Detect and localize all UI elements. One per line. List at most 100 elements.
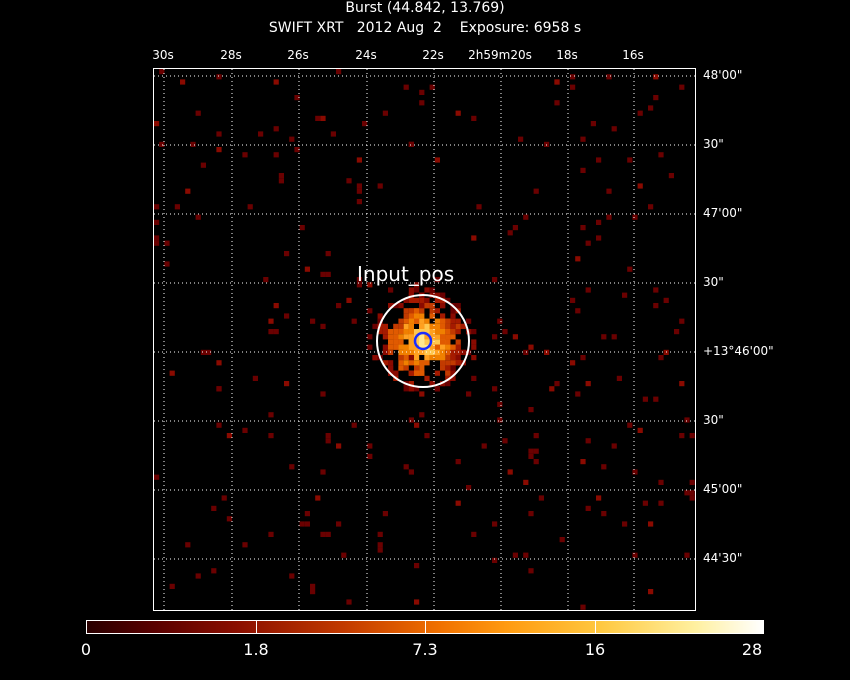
- source-pixel: [424, 339, 430, 345]
- source-pixel: [424, 355, 430, 361]
- count-pixel: [304, 521, 310, 527]
- source-pixel: [398, 365, 404, 371]
- source-pixel: [382, 329, 388, 335]
- source-pixel: [434, 370, 440, 376]
- source-pixel: [455, 318, 461, 324]
- xray-image-panel[interactable]: [153, 68, 697, 612]
- count-pixel: [273, 126, 279, 132]
- colorbar-tick: [595, 620, 596, 634]
- count-pixel: [320, 271, 326, 277]
- source-pixel: [471, 344, 477, 350]
- source-pixel: [419, 391, 425, 397]
- source-pixel: [471, 355, 477, 361]
- count-pixel: [580, 225, 586, 231]
- source-pixel: [403, 329, 409, 335]
- count-pixel: [616, 375, 622, 381]
- count-pixel: [492, 334, 498, 340]
- count-pixel: [304, 266, 310, 272]
- source-pixel: [377, 329, 383, 335]
- count-pixel: [622, 521, 628, 527]
- source-pixel: [408, 329, 414, 335]
- count-pixel: [611, 334, 617, 340]
- source-pixel: [414, 365, 420, 371]
- count-pixel: [424, 433, 430, 439]
- ra-tick-label: 26s: [287, 48, 309, 62]
- count-pixel: [159, 69, 165, 75]
- count-pixel: [632, 214, 638, 220]
- source-pixel: [445, 323, 451, 329]
- count-pixel: [570, 84, 576, 90]
- source-pixel: [419, 329, 425, 335]
- count-pixel: [185, 542, 191, 548]
- ra-tick-label: 18s: [556, 48, 578, 62]
- source-pixel: [434, 292, 440, 298]
- count-pixel: [596, 219, 602, 225]
- count-pixel: [689, 479, 695, 485]
- source-pixel: [429, 339, 435, 345]
- image-canvas: [154, 69, 697, 612]
- count-pixel: [466, 485, 472, 491]
- source-pixel: [455, 303, 461, 309]
- source-pixel: [450, 355, 456, 361]
- source-pixel: [388, 339, 394, 345]
- count-pixel: [653, 287, 659, 293]
- count-pixel: [284, 251, 290, 257]
- source-pixel: [466, 318, 472, 324]
- count-pixel: [356, 199, 362, 205]
- count-pixel: [382, 110, 388, 116]
- source-pixel: [408, 292, 414, 298]
- extraction-circle: [376, 294, 470, 388]
- count-pixel: [154, 240, 160, 246]
- count-pixel: [507, 469, 513, 475]
- count-pixel: [242, 152, 248, 158]
- count-pixel: [585, 438, 591, 444]
- count-pixel: [658, 500, 664, 506]
- dec-tick-label: 30": [703, 137, 724, 151]
- count-pixel: [414, 563, 420, 569]
- source-pixel: [393, 370, 399, 376]
- ra-tick-label: 16s: [622, 48, 644, 62]
- source-pixel: [450, 318, 456, 324]
- source-pixel: [388, 365, 394, 371]
- source-pixel: [408, 323, 414, 329]
- count-pixel: [648, 521, 654, 527]
- count-pixel: [429, 84, 435, 90]
- source-pixel: [424, 287, 430, 293]
- source-pixel: [408, 370, 414, 376]
- count-pixel: [278, 178, 284, 184]
- count-pixel: [679, 433, 685, 439]
- count-pixel: [684, 552, 690, 558]
- colorbar-tick: [256, 620, 257, 634]
- count-pixel: [367, 282, 373, 288]
- source-pixel: [403, 344, 409, 350]
- count-pixel: [689, 490, 695, 496]
- count-pixel: [195, 573, 201, 579]
- count-pixel: [450, 308, 456, 314]
- source-pixel: [429, 308, 435, 314]
- count-pixel: [320, 323, 326, 329]
- count-pixel: [247, 204, 253, 210]
- source-pixel: [445, 370, 451, 376]
- source-pixel: [440, 297, 446, 303]
- count-pixel: [606, 188, 612, 194]
- count-pixel: [601, 464, 607, 470]
- count-pixel: [200, 162, 206, 168]
- count-pixel: [336, 69, 342, 75]
- source-pixel: [445, 355, 451, 361]
- source-pixel: [398, 334, 404, 340]
- count-pixel: [252, 375, 258, 381]
- source-pixel: [429, 349, 435, 355]
- source-pixel: [372, 355, 378, 361]
- count-pixel: [299, 521, 305, 527]
- dec-tick-label: 48'00": [703, 68, 743, 82]
- count-pixel: [632, 469, 638, 475]
- count-pixel: [689, 495, 695, 501]
- count-pixel: [211, 505, 217, 511]
- source-pixel: [434, 297, 440, 303]
- count-pixel: [476, 204, 482, 210]
- source-pixel: [414, 355, 420, 361]
- count-pixel: [403, 84, 409, 90]
- source-pixel: [419, 365, 425, 371]
- source-pixel: [450, 313, 456, 319]
- source-pixel: [382, 334, 388, 340]
